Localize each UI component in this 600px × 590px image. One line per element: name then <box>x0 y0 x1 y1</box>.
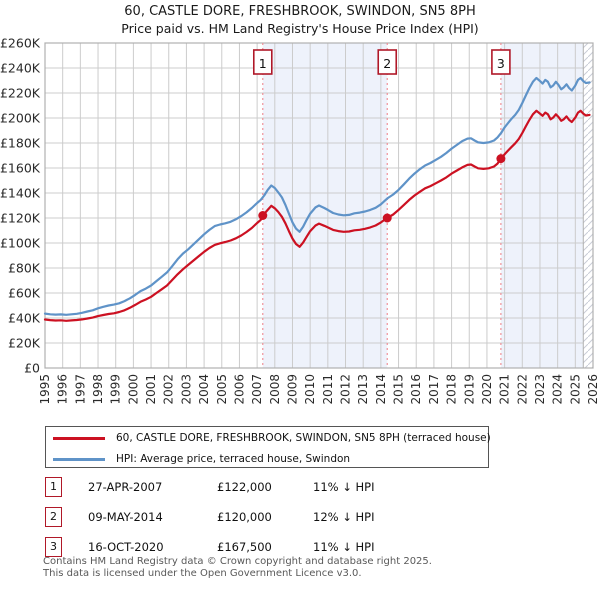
legend-item-price-paid: 60, CASTLE DORE, FRESHBROOK, SWINDON, SN… <box>46 428 491 448</box>
plot-frame <box>44 42 594 369</box>
legend-item-hpi: HPI: Average price, terraced house, Swin… <box>46 449 488 469</box>
y-tick-label: £140K <box>0 186 41 201</box>
x-tick-label: 2017 <box>427 374 441 405</box>
sale-row-1: 1 27-APR-2007 £122,000 11% ↓ HPI <box>45 477 585 499</box>
legend-line-swatch <box>53 457 105 461</box>
x-tick-label: 2023 <box>533 374 547 405</box>
sale-price: £120,000 <box>217 510 272 524</box>
sale-price: £122,000 <box>217 480 272 494</box>
sale-marker-number-1: 1 <box>259 56 267 71</box>
x-tick-label: 2019 <box>462 374 476 405</box>
chart-title: 60, CASTLE DORE, FRESHBROOK, SWINDON, SN… <box>124 4 476 19</box>
sale-dot-1 <box>258 211 268 220</box>
legend-line-swatch <box>53 436 105 440</box>
sale-marker-box-2 <box>377 49 398 75</box>
x-tick-label: 2020 <box>480 374 494 405</box>
x-tick-label: 2018 <box>445 374 459 405</box>
y-tick-label: £60K <box>8 286 41 301</box>
y-tick-label: £20K <box>8 336 41 351</box>
x-tick-label: 1997 <box>73 374 87 405</box>
sale-date: 27-APR-2007 <box>88 480 163 494</box>
x-tick-label: 1995 <box>38 374 52 405</box>
x-tick-label: 2014 <box>374 374 388 405</box>
sale-marker-box-3 <box>491 49 511 75</box>
sale-number-badge: 3 <box>45 537 62 557</box>
y-tick-label: £80K <box>8 261 41 276</box>
sale-marker-number-2: 2 <box>383 56 391 71</box>
y-tick-label: £40K <box>8 311 41 326</box>
x-tick-label: 2024 <box>551 374 565 405</box>
footer-line-1: Contains HM Land Registry data © Crown c… <box>43 556 432 567</box>
x-tick-label: 1999 <box>109 374 123 405</box>
y-tick-label: £120K <box>0 211 41 226</box>
y-tick-label: £180K <box>0 136 41 151</box>
sale-hpi-difference: 11% ↓ HPI <box>313 480 375 494</box>
x-tick-label: 2001 <box>144 374 158 405</box>
y-tick-label: £260K <box>0 36 41 51</box>
sale-dot-2 <box>382 213 392 223</box>
chart-legend: 60, CASTLE DORE, FRESHBROOK, SWINDON, SN… <box>45 426 491 469</box>
x-tick-label: 2025 <box>568 374 582 405</box>
price-paid-line <box>43 109 591 322</box>
x-tick-label: 2022 <box>515 374 529 405</box>
y-tick-label: £160K <box>0 161 41 176</box>
sale-dot-3 <box>496 154 506 164</box>
x-tick-label: 2008 <box>268 374 282 405</box>
y-tick-label: £0 <box>24 361 40 376</box>
x-tick-label: 2000 <box>126 374 140 405</box>
sale-row-3: 3 16-OCT-2020 £167,500 11% ↓ HPI <box>45 537 585 559</box>
legend-label: 60, CASTLE DORE, FRESHBROOK, SWINDON, SN… <box>116 432 491 444</box>
sale-marker-box-1 <box>252 49 273 75</box>
x-tick-label: 2009 <box>285 374 299 405</box>
x-tick-label: 2007 <box>250 374 264 405</box>
x-tick-label: 2026 <box>586 374 600 405</box>
y-tick-label: £240K <box>0 61 41 76</box>
x-tick-label: 2010 <box>303 374 317 405</box>
x-tick-label: 1996 <box>56 374 70 405</box>
x-tick-label: 2011 <box>321 374 335 405</box>
future-hatch <box>582 42 594 369</box>
x-tick-label: 2003 <box>179 374 193 405</box>
sale-row-2: 2 09-MAY-2014 £120,000 12% ↓ HPI <box>45 507 585 529</box>
x-tick-label: 2002 <box>162 374 176 405</box>
legend-label: HPI: Average price, terraced house, Swin… <box>116 453 351 465</box>
x-tick-label: 2005 <box>215 374 229 405</box>
x-tick-label: 2013 <box>356 374 370 405</box>
sale-marker-number-3: 3 <box>497 56 505 71</box>
footer-line-2: This data is licensed under the Open Gov… <box>43 567 362 579</box>
ownership-shade <box>262 43 388 368</box>
x-tick-label: 2012 <box>339 374 353 405</box>
sale-number-badge: 1 <box>45 477 62 497</box>
y-tick-label: £200K <box>0 111 41 126</box>
sale-hpi-difference: 12% ↓ HPI <box>313 510 375 524</box>
price-chart: 1 2 3 £0 £20K £40K £60K £80K £100K £120K £140K £160… <box>0 36 600 405</box>
y-tick-label: £100K <box>0 236 41 251</box>
x-tick-label: 2004 <box>197 374 211 405</box>
hpi-line <box>43 76 591 316</box>
y-tick-label: £220K <box>0 86 41 101</box>
x-tick-label: 2016 <box>409 374 423 405</box>
sale-date: 09-MAY-2014 <box>88 510 163 524</box>
x-tick-label: 1998 <box>91 374 105 405</box>
sale-hpi-difference: 11% ↓ HPI <box>313 540 375 554</box>
sale-price: £167,500 <box>217 540 272 554</box>
x-tick-label: 2021 <box>498 374 512 405</box>
sale-date: 16-OCT-2020 <box>88 540 164 554</box>
sale-number-badge: 2 <box>45 507 62 527</box>
chart-subtitle: Price paid vs. HM Land Registry's House … <box>121 21 479 36</box>
license-footer: Contains HM Land Registry data © Crown c… <box>43 556 432 579</box>
x-tick-label: 2006 <box>232 374 246 405</box>
x-tick-label: 2015 <box>392 374 406 405</box>
ownership-shade <box>500 43 584 368</box>
